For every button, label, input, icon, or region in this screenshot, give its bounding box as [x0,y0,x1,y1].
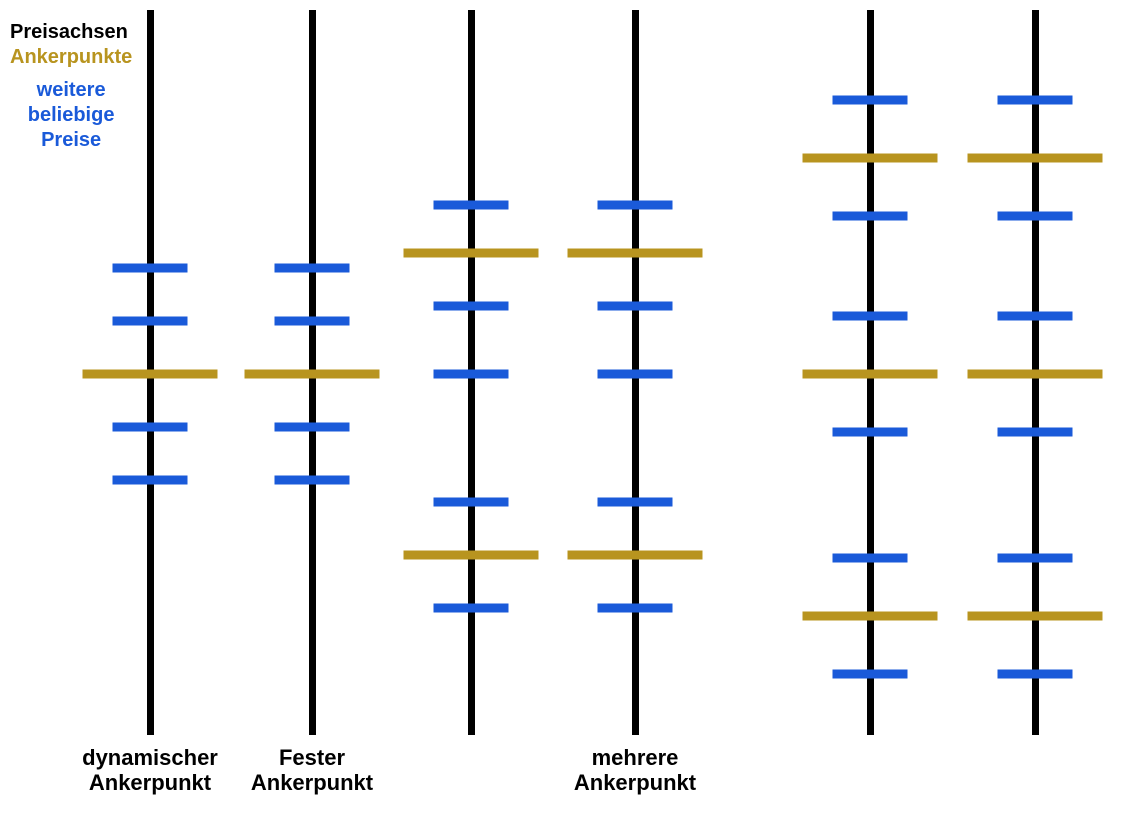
anchor-tick [568,249,703,258]
price-tick [998,312,1073,321]
anchor-tick [245,370,380,379]
anchor-tick [404,249,539,258]
price-tick [833,670,908,679]
anchor-tick [404,551,539,560]
price-tick [598,370,673,379]
legend: Preisachsen Ankerpunkte weitere beliebig… [10,20,132,153]
price-tick [598,302,673,311]
price-tick [998,212,1073,221]
price-tick [113,423,188,432]
price-tick [275,317,350,326]
price-tick [998,96,1073,105]
price-tick [998,670,1073,679]
anchor-tick [803,154,938,163]
legend-ankerpunkte: Ankerpunkte [10,45,132,70]
price-tick [113,476,188,485]
axis-label: FesterAnkerpunkt [251,745,373,796]
anchor-tick [968,612,1103,621]
price-tick [598,201,673,210]
price-tick [833,312,908,321]
anchor-tick [803,370,938,379]
legend-preise: Preise [10,128,132,153]
legend-preisachsen: Preisachsen [10,20,132,45]
price-tick [998,554,1073,563]
price-tick [434,302,509,311]
axis-label: dynamischerAnkerpunkt [82,745,218,796]
price-tick [434,370,509,379]
legend-spacer [10,70,132,78]
price-tick [434,201,509,210]
price-tick [598,498,673,507]
price-tick [833,428,908,437]
legend-beliebige: beliebige [10,103,132,128]
price-tick [598,604,673,613]
price-tick [275,476,350,485]
price-tick [113,264,188,273]
price-tick [434,604,509,613]
price-tick [833,96,908,105]
price-tick [275,423,350,432]
price-tick [833,212,908,221]
price-tick [833,554,908,563]
price-tick [275,264,350,273]
diagram-stage: Preisachsen Ankerpunkte weitere beliebig… [0,0,1123,813]
anchor-tick [803,612,938,621]
anchor-tick [968,154,1103,163]
anchor-tick [968,370,1103,379]
price-tick [434,498,509,507]
price-tick [998,428,1073,437]
anchor-tick [83,370,218,379]
legend-weitere: weitere [10,78,132,103]
anchor-tick [568,551,703,560]
axis-label: mehrereAnkerpunkt [574,745,696,796]
price-tick [113,317,188,326]
